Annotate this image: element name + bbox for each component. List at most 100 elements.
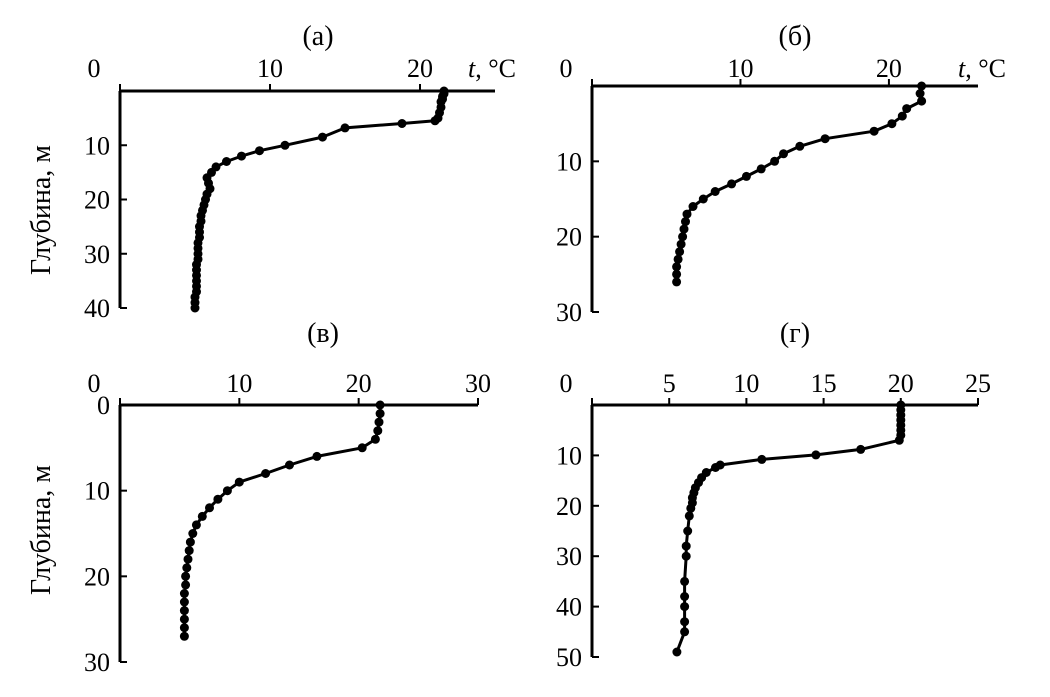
data-point <box>237 151 246 161</box>
data-point <box>681 551 691 561</box>
x-tick-label: 20 <box>876 54 902 83</box>
data-point <box>255 146 264 156</box>
data-point <box>710 187 720 196</box>
data-point <box>191 520 201 530</box>
data-point <box>222 486 232 496</box>
data-point <box>681 541 691 551</box>
data-point <box>280 140 290 150</box>
data-point <box>683 526 693 536</box>
data-point <box>675 247 685 257</box>
data-point <box>680 617 690 627</box>
data-point <box>357 443 367 453</box>
data-point <box>727 179 737 189</box>
data-point <box>375 400 385 410</box>
data-point <box>375 409 385 419</box>
data-point <box>684 511 694 521</box>
x-tick-label: 0 <box>88 369 101 398</box>
data-point <box>285 460 294 470</box>
data-point <box>894 435 904 445</box>
x-tick-label: 10 <box>733 369 759 398</box>
data-point <box>179 631 189 641</box>
data-point <box>185 537 195 547</box>
y-tick-label: 10 <box>84 131 110 160</box>
data-point <box>188 529 198 538</box>
data-point <box>869 126 879 136</box>
data-point <box>318 132 327 142</box>
data-point <box>179 606 189 616</box>
data-point <box>183 554 193 564</box>
temperature-profile-line <box>193 91 446 308</box>
data-point <box>397 119 407 128</box>
x-tick-label: 10 <box>257 54 283 83</box>
x-tick-label: 10 <box>727 54 753 83</box>
data-point <box>820 134 830 144</box>
data-point <box>672 269 682 279</box>
data-point <box>374 417 384 427</box>
x-tick-label: 20 <box>407 54 433 83</box>
data-point <box>430 116 440 126</box>
data-point <box>887 119 897 129</box>
y-tick-label: 10 <box>84 477 110 506</box>
panel-title: (в) <box>307 318 339 349</box>
data-point <box>917 96 927 106</box>
data-point <box>741 171 751 181</box>
data-point <box>757 454 767 464</box>
temperature-profile-line <box>675 405 903 653</box>
panel-v: (в) 0 10 20 30 0 10 20 30 <box>84 318 491 677</box>
y-tick-label: 20 <box>556 223 582 252</box>
x-axis-unit-label: t, °C <box>958 54 1006 83</box>
data-point <box>373 426 383 436</box>
data-point <box>179 614 189 624</box>
ylabel-bottom: Глубина, м <box>26 465 57 595</box>
data-point <box>197 511 207 521</box>
data-point <box>686 503 696 513</box>
data-point <box>213 494 223 504</box>
panel-title: (б) <box>779 21 812 52</box>
data-point <box>261 469 271 478</box>
ylabel-top: Глубина, м <box>26 145 57 275</box>
data-point <box>190 303 200 313</box>
data-point <box>811 450 821 460</box>
data-point <box>902 104 912 114</box>
data-point <box>711 463 720 472</box>
data-point <box>680 576 690 586</box>
data-point <box>856 444 866 454</box>
x-tick-label: 0 <box>560 54 573 83</box>
x-axis-unit-label: t, °C <box>468 54 516 83</box>
x-tick-label: 5 <box>663 369 676 398</box>
data-point <box>681 217 690 227</box>
x-tick-label: 25 <box>965 369 991 398</box>
data-point <box>682 209 692 219</box>
data-point <box>915 89 925 98</box>
x-tick-label: 0 <box>88 54 101 83</box>
x-tick-label: 10 <box>226 369 252 398</box>
panel-a: (а) 0 10 20 t, °C 10 20 30 40 <box>84 21 516 323</box>
data-point <box>673 254 683 264</box>
data-point <box>184 546 194 556</box>
data-point <box>770 156 780 166</box>
y-tick-label: 50 <box>556 643 582 672</box>
data-point <box>680 627 690 637</box>
y-tick-label: 30 <box>556 298 582 327</box>
y-tick-label: 10 <box>556 441 582 470</box>
data-point <box>756 164 766 174</box>
data-point <box>698 194 708 204</box>
x-tick-label: 0 <box>560 369 573 398</box>
data-point <box>678 232 688 242</box>
y-tick-label: 30 <box>84 240 110 269</box>
data-point <box>680 592 690 601</box>
panel-title: (а) <box>302 21 333 52</box>
x-tick-label: 20 <box>888 369 914 398</box>
data-point <box>181 571 191 581</box>
x-tick-label: 15 <box>811 369 837 398</box>
data-point <box>672 262 682 272</box>
y-tick-label: 30 <box>556 542 582 571</box>
data-point <box>676 239 686 249</box>
panel-g: (г) 0 5 10 15 20 25 10 20 30 40 50 <box>556 318 991 672</box>
data-point <box>181 580 191 590</box>
temperature-profile-line <box>182 405 382 637</box>
panel-b: (б) 0 10 20 t, °C 10 20 30 <box>556 21 1006 327</box>
y-tick-label: 0 <box>97 391 110 420</box>
data-point <box>222 157 231 166</box>
